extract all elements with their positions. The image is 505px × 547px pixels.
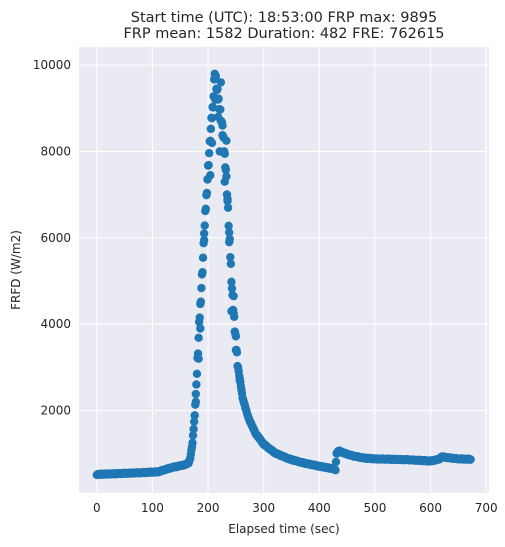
data-point [196,324,205,333]
data-point [204,149,214,158]
x-tick-label: 0 [93,501,101,515]
data-point [231,332,241,341]
data-point [199,235,209,245]
x-tick-label: 700 [475,501,498,515]
chart-title-line-2: FRP mean: 1582 Duration: 482 FRE: 762615 [123,26,444,42]
data-point [225,237,234,247]
data-point [191,389,201,399]
x-tick-labels: 0 100 200 300 400 500 600 700 [93,501,498,515]
data-point [229,291,238,301]
data-point [211,95,220,104]
data-point [226,252,235,262]
data-point [331,466,340,475]
data-point [192,380,201,389]
data-point [195,313,204,322]
data-point [204,160,213,170]
data-point [226,259,236,269]
data-point [189,417,199,426]
data-point [191,397,201,407]
x-tick-label: 300 [252,501,275,515]
x-tick-label: 100 [141,501,164,515]
data-point [213,84,222,94]
x-tick-label: 500 [364,501,387,515]
data-point [196,297,206,306]
data-point [215,147,224,156]
data-point [216,105,225,114]
data-point [231,345,241,355]
x-tick-label: 200 [197,501,220,515]
data-point [201,204,211,214]
data-point [225,228,234,237]
data-point [200,221,209,230]
y-axis-label: FRFD (W/m2) [9,230,23,310]
data-point [202,188,212,198]
x-tick-label: 400 [308,501,331,515]
data-point [216,78,226,87]
y-tick-label: 8000 [40,144,71,158]
y-tick-label: 6000 [40,231,71,245]
data-point [223,194,232,204]
y-tick-labels: 2000 4000 6000 8000 10000 [33,58,71,417]
data-point [223,203,233,212]
x-tick-label: 600 [419,501,442,515]
data-point [213,112,223,122]
data-point [206,124,216,134]
data-point [227,277,236,287]
data-point [192,369,202,379]
data-point [222,136,231,145]
chart-title-line-1: Start time (UTC): 18:53:00 FRP max: 9895 [131,10,437,26]
data-point [198,268,207,277]
data-point [198,253,208,262]
data-point [194,354,203,363]
data-point [188,431,198,440]
grid-lines [79,47,489,493]
y-tick-label: 10000 [33,58,71,72]
data-point [224,221,233,231]
data-point [227,307,236,316]
y-tick-label: 2000 [40,404,71,418]
data-point [221,165,231,174]
data-point [194,333,203,343]
data-point [227,284,237,293]
chart-title: Start time (UTC): 18:53:00 FRP max: 9895… [123,10,444,42]
data-point [220,177,229,186]
data-point [207,138,217,148]
data-points [92,69,475,480]
data-point [235,376,244,385]
data-point [206,171,215,180]
data-point [199,229,209,238]
data-point [218,121,227,130]
data-point [189,424,198,434]
data-point [190,411,199,420]
data-point [331,457,341,466]
data-point [466,455,475,464]
data-point [188,438,197,448]
x-axis-label: Elapsed time (sec) [228,522,339,536]
y-tick-label: 4000 [40,317,71,331]
data-point [197,283,206,293]
plot-area [79,47,489,493]
data-point [211,72,221,81]
